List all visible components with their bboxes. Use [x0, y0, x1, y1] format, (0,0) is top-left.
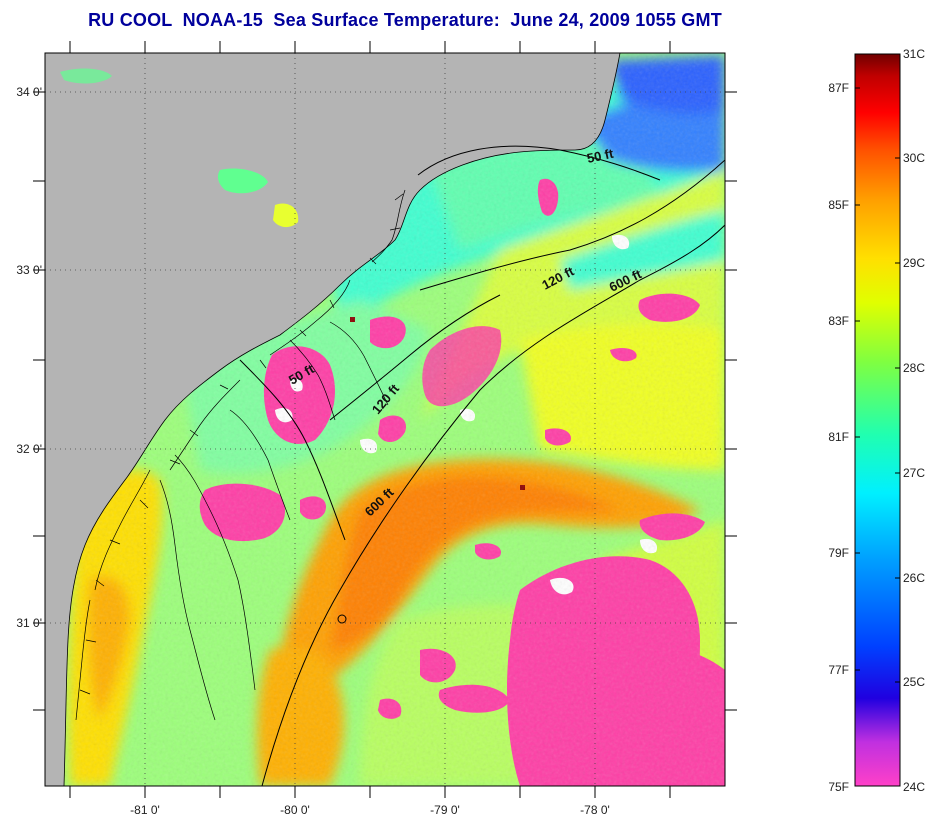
- inland-lake: [60, 68, 112, 84]
- colorbar-c-label: 24C: [903, 780, 925, 794]
- lat-label: 34 0': [16, 85, 42, 99]
- colorbar-f-label: 87F: [828, 81, 849, 95]
- bathymetry-contours: [239, 145, 725, 786]
- contour-label-50ft-north: 50 ft: [586, 146, 616, 166]
- buoy-marker: [337, 614, 347, 624]
- title-org: RU COOL: [88, 10, 173, 30]
- coastline-detail: [75, 189, 406, 721]
- colorbar: 87F 85F 83F 81F 79F 77F 75F 31C 30C 29C …: [828, 47, 925, 794]
- lon-label: -79 0': [430, 803, 460, 817]
- colorbar-f-label: 83F: [828, 314, 849, 328]
- colorbar-c-label: 27C: [903, 466, 925, 480]
- map-area: [45, 53, 725, 786]
- land-mass: [45, 53, 621, 786]
- colorbar-c-label: 28C: [903, 361, 925, 375]
- colorbar-gradient: [854, 53, 901, 787]
- colorbar-ticks: [855, 87, 900, 683]
- contour-50ft: [417, 145, 661, 181]
- axis-ticks: [33, 41, 737, 798]
- colorbar-c-label: 29C: [903, 256, 925, 270]
- lat-label: 32 0': [16, 442, 42, 456]
- contour-50ft-south: [239, 359, 346, 541]
- map-title: RU COOL NOAA-15 Sea Surface Temperature:…: [0, 10, 810, 31]
- colorbar-c-label: 25C: [903, 675, 925, 689]
- contour-120ft: [419, 159, 725, 291]
- colorbar-c-label: 30C: [903, 151, 925, 165]
- lon-label: -81 0': [130, 803, 160, 817]
- lat-tick-labels: 34 0' 33 0' 32 0' 31 0': [16, 85, 42, 630]
- lon-label: -78 0': [580, 803, 610, 817]
- colorbar-f-label: 79F: [828, 546, 849, 560]
- title-product: Sea Surface Temperature:: [273, 10, 500, 30]
- lon-label: -80 0': [280, 803, 310, 817]
- lat-label: 31 0': [16, 616, 42, 630]
- contour-120ft-south: [329, 294, 501, 421]
- colorbar-f-label: 77F: [828, 663, 849, 677]
- inland-lake: [217, 168, 268, 194]
- inland-lake: [273, 203, 299, 228]
- colorbar-c-label: 26C: [903, 571, 925, 585]
- colorbar-c-label: 31C: [903, 47, 925, 61]
- colorbar-f-label: 81F: [828, 430, 849, 444]
- colorbar-f-label: 85F: [828, 198, 849, 212]
- lat-lon-grid: [45, 53, 725, 786]
- map-frame: [44, 52, 726, 787]
- colorbar-f-label: 75F: [828, 780, 849, 794]
- title-datetime: June 24, 2009 1055 GMT: [510, 10, 722, 30]
- lon-tick-labels: -81 0' -80 0' -79 0' -78 0': [130, 803, 610, 817]
- contour-600ft: [261, 224, 725, 786]
- lat-label: 33 0': [16, 263, 42, 277]
- title-satellite: NOAA-15: [182, 10, 263, 30]
